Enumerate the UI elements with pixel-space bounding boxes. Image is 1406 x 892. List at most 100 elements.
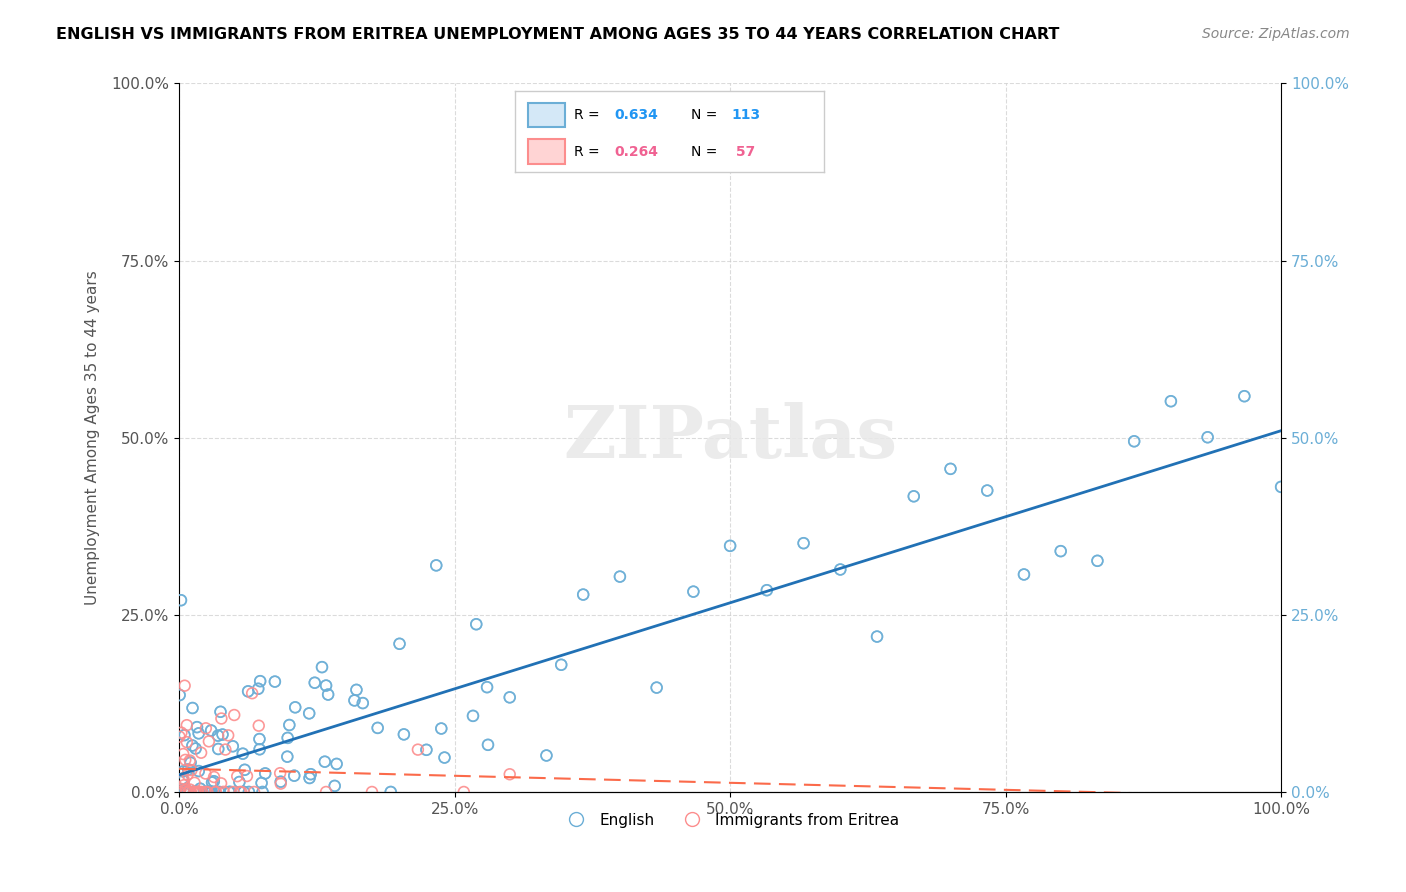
Point <box>976 483 998 498</box>
Point <box>173 679 195 693</box>
Point <box>188 785 211 799</box>
Point <box>433 750 456 764</box>
Point <box>406 742 429 756</box>
Point <box>903 489 925 503</box>
Point <box>270 774 292 789</box>
Point <box>174 782 197 797</box>
Point <box>499 690 522 705</box>
Point <box>198 785 221 799</box>
Point <box>218 785 240 799</box>
Point <box>298 771 321 785</box>
Point <box>187 785 209 799</box>
Point <box>430 722 453 736</box>
Point <box>172 772 194 786</box>
Point <box>180 756 202 770</box>
Point <box>572 588 595 602</box>
Point <box>172 772 194 786</box>
Point <box>465 617 488 632</box>
Point <box>367 721 389 735</box>
Point <box>325 756 347 771</box>
Point <box>536 748 558 763</box>
Point <box>183 785 205 799</box>
Point <box>284 700 307 714</box>
Point <box>219 785 242 799</box>
Point <box>903 489 925 503</box>
Point <box>194 785 217 799</box>
Point <box>283 769 305 783</box>
Point <box>198 734 221 748</box>
Point <box>228 775 250 789</box>
Point <box>181 739 204 753</box>
Point <box>343 693 366 707</box>
Point <box>207 729 229 743</box>
Point <box>200 785 222 799</box>
Point <box>315 785 337 799</box>
Point <box>314 755 336 769</box>
Point <box>1012 567 1035 582</box>
Point <box>204 785 226 799</box>
Point <box>939 462 962 476</box>
Point <box>718 539 741 553</box>
Point <box>283 769 305 783</box>
Point <box>195 785 218 799</box>
Point <box>186 720 208 734</box>
Point <box>247 681 270 696</box>
Point <box>425 558 447 573</box>
Point <box>247 719 270 733</box>
Point <box>186 785 208 799</box>
Point <box>1087 554 1109 568</box>
Point <box>169 730 191 744</box>
Point <box>198 785 221 799</box>
Point <box>202 770 225 784</box>
Point <box>499 690 522 705</box>
Point <box>645 681 668 695</box>
Point <box>232 785 254 799</box>
Point <box>174 785 197 799</box>
Point <box>249 732 271 747</box>
Point <box>250 776 273 790</box>
Point <box>240 686 263 700</box>
Point <box>475 680 498 694</box>
Point <box>361 785 384 799</box>
Point <box>315 679 337 693</box>
Point <box>170 725 193 739</box>
Point <box>249 732 271 747</box>
Point <box>177 785 200 799</box>
Point <box>1012 567 1035 582</box>
Point <box>976 483 998 498</box>
Point <box>180 763 202 777</box>
Point <box>170 593 193 607</box>
Point <box>207 729 229 743</box>
Point <box>276 749 298 764</box>
Point <box>204 785 226 799</box>
Point <box>315 679 337 693</box>
Point <box>249 742 271 756</box>
Point <box>180 756 202 770</box>
Point <box>249 742 271 756</box>
Point <box>187 785 209 799</box>
Point <box>209 776 232 790</box>
Point <box>1160 394 1182 409</box>
Point <box>173 778 195 792</box>
Point <box>222 785 245 799</box>
Point <box>172 764 194 779</box>
Legend: English, Immigrants from Eritrea: English, Immigrants from Eritrea <box>555 806 905 834</box>
Point <box>173 728 195 742</box>
Point <box>228 775 250 789</box>
Point <box>176 767 198 781</box>
Point <box>1233 389 1256 403</box>
Point <box>238 785 260 799</box>
Point <box>352 696 374 710</box>
Point <box>250 776 273 790</box>
Y-axis label: Unemployment Among Ages 35 to 44 years: Unemployment Among Ages 35 to 44 years <box>86 270 100 605</box>
Point <box>181 701 204 715</box>
Point <box>200 723 222 738</box>
Point <box>231 785 253 799</box>
Point <box>174 785 197 799</box>
Point <box>176 735 198 749</box>
Point <box>475 680 498 694</box>
Point <box>270 774 292 789</box>
Point <box>186 785 208 799</box>
Point <box>1197 430 1219 444</box>
Point <box>197 785 219 799</box>
